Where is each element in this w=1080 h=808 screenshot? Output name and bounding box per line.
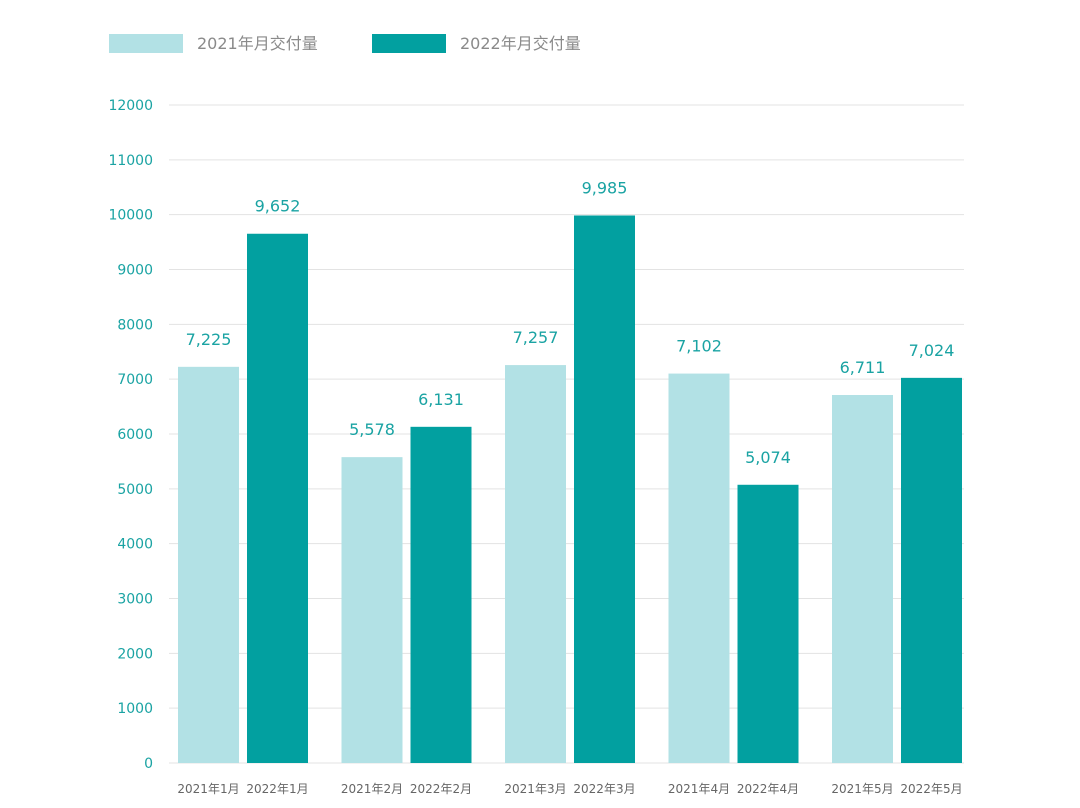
y-tick-label: 10000	[108, 208, 153, 224]
bar-2022年1月	[247, 233, 308, 764]
y-tick-label: 2000	[117, 646, 153, 662]
y-tick-label: 0	[144, 756, 153, 772]
data-label: 7,024	[909, 341, 955, 360]
category-label: 2022年4月	[737, 782, 799, 796]
category-label: 2021年3月	[504, 782, 566, 796]
y-tick-label: 9000	[117, 263, 153, 279]
bars	[178, 215, 962, 764]
bar-2021年3月	[505, 365, 566, 763]
data-label: 6,711	[840, 358, 886, 377]
category-label: 2021年2月	[341, 782, 403, 796]
category-label: 2021年4月	[668, 782, 730, 796]
bar-2022年2月	[410, 426, 472, 763]
y-tick-label: 1000	[117, 701, 153, 717]
data-label: 9,985	[582, 178, 628, 197]
data-label: 7,102	[676, 337, 722, 356]
legend-swatch-2021	[109, 34, 183, 53]
y-tick-label: 11000	[108, 153, 153, 169]
category-label: 2022年2月	[410, 782, 472, 796]
y-axis-ticks: 0 1000 2000 3000 4000 5000 6000 7000 8000 9000 100…	[108, 98, 153, 772]
category-label: 2021年1月	[177, 782, 239, 796]
data-label: 9,652	[255, 197, 301, 216]
bar-2021年5月	[832, 395, 893, 763]
data-label: 6,131	[418, 390, 464, 409]
y-tick-label: 4000	[117, 537, 153, 553]
category-label: 2022年5月	[900, 782, 962, 796]
category-label: 2022年3月	[573, 782, 635, 796]
legend-swatch-2022	[372, 34, 446, 53]
bar-2021年4月	[668, 373, 730, 763]
legend-label-2022: 2022年月交付量	[460, 34, 581, 53]
data-label: 5,074	[745, 448, 791, 467]
y-tick-label: 12000	[108, 98, 153, 114]
legend-label-2021: 2021年月交付量	[197, 34, 318, 53]
bar-2022年4月	[737, 484, 799, 763]
y-tick-label: 3000	[117, 592, 153, 608]
data-label: 7,257	[513, 328, 559, 347]
data-label: 7,225	[186, 330, 232, 349]
y-tick-label: 7000	[117, 372, 153, 388]
y-tick-label: 5000	[117, 482, 153, 498]
data-labels: 7,225 9,652 5,578 6,131 7,257 9,985 7,102 5,074…	[186, 178, 955, 466]
category-label: 2021年5月	[831, 782, 893, 796]
y-tick-label: 6000	[117, 427, 153, 443]
y-tick-label: 8000	[117, 317, 153, 333]
legend: 2021年月交付量 2022年月交付量	[109, 34, 581, 53]
data-label: 5,578	[349, 420, 395, 439]
category-label: 2022年1月	[246, 782, 308, 796]
bar-2021年1月	[178, 366, 239, 763]
category-labels: 2021年1月 2022年1月 2021年2月 2022年2月 2021年3月 2022年…	[177, 782, 962, 796]
bar-2022年5月	[901, 377, 962, 763]
bar-2022年3月	[574, 215, 635, 764]
bar-2021年2月	[341, 457, 403, 763]
